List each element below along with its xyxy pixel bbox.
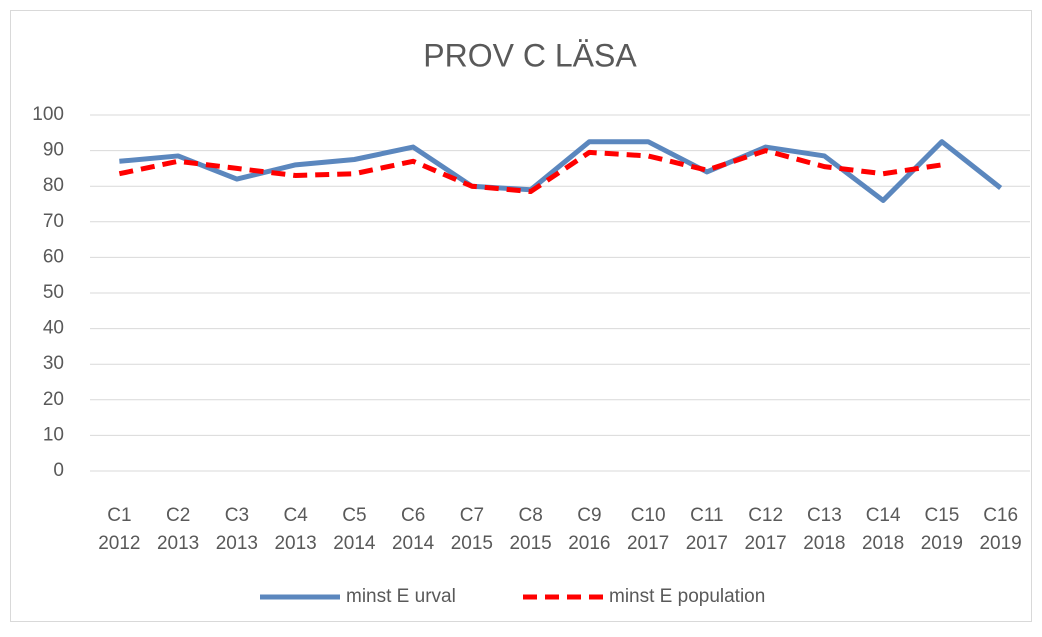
y-tick-label: 90 [43,140,64,161]
x-tick-label: C10 [631,505,666,526]
y-tick-label: 100 [32,104,64,125]
y-tick-label: 60 [43,246,64,267]
x-tick-label: C13 [807,505,842,526]
y-tick-label: 40 [43,318,64,339]
x-tick-label: 2012 [98,533,140,554]
x-tick-label: 2013 [216,533,258,554]
x-tick-label: 2017 [744,533,786,554]
x-tick-label: C16 [983,505,1018,526]
y-tick-label: 20 [43,389,64,410]
x-tick-label: C5 [342,505,366,526]
y-tick-label: 70 [43,211,64,232]
y-tick-label: 50 [43,282,64,303]
x-tick-label: C15 [924,505,959,526]
x-tick-label: C2 [166,505,190,526]
x-tick-label: 2019 [921,533,963,554]
x-tick-label: C9 [577,505,601,526]
y-tick-label: 0 [53,460,64,481]
y-tick-label: 80 [43,175,64,196]
x-tick-label: 2018 [862,533,904,554]
series-line [119,139,1003,203]
x-tick-label: C8 [518,505,542,526]
legend-label: minst E population [609,586,765,607]
x-tick-label: C12 [748,505,783,526]
x-tick-label: C7 [460,505,484,526]
x-tick-label: 2017 [686,533,728,554]
x-tick-label: 2015 [451,533,493,554]
x-tick-label: C4 [283,505,308,526]
y-tick-label: 30 [43,353,64,374]
legend-label: minst E urval [346,586,456,607]
chart-frame [10,10,1032,622]
x-tick-label: C14 [866,505,901,526]
x-tick-label: 2013 [274,533,316,554]
x-tick-label: 2017 [627,533,669,554]
chart-title: PROV C LÄSA [423,37,637,73]
x-tick-label: 2013 [157,533,199,554]
x-tick-label: 2019 [979,533,1021,554]
x-tick-label: 2018 [803,533,845,554]
x-tick-label: C6 [401,505,425,526]
x-tick-label: 2014 [392,533,435,554]
y-tick-label: 10 [43,424,64,445]
x-tick-label: 2015 [509,533,551,554]
x-tick-label: C11 [690,505,723,526]
series-line [118,148,943,195]
x-tick-label: C1 [107,505,131,526]
x-tick-label: 2016 [568,533,610,554]
x-tick-label: C3 [225,505,249,526]
x-tick-label: 2014 [333,533,376,554]
